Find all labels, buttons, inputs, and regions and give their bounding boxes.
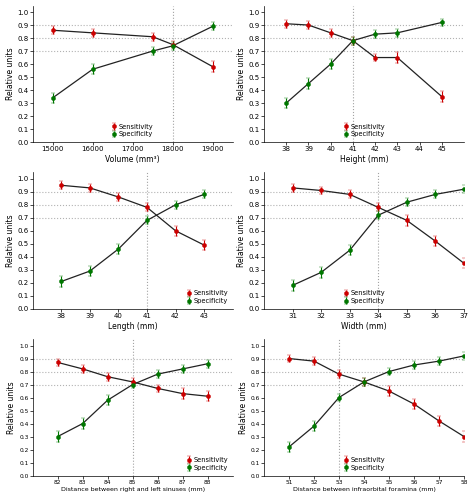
Legend: Sensitivity, Specificity: Sensitivity, Specificity — [342, 289, 386, 305]
Legend: Sensitivity, Specificity: Sensitivity, Specificity — [185, 456, 229, 472]
Legend: Sensitivity, Specificity: Sensitivity, Specificity — [185, 289, 229, 305]
Y-axis label: Relative units: Relative units — [6, 214, 15, 267]
Y-axis label: Relative units: Relative units — [6, 47, 15, 100]
Y-axis label: Relative units: Relative units — [8, 381, 17, 434]
Y-axis label: Relative units: Relative units — [237, 214, 246, 267]
Legend: Sensitivity, Specificity: Sensitivity, Specificity — [110, 123, 155, 138]
X-axis label: Distance between right and left sinuses (mm): Distance between right and left sinuses … — [61, 488, 205, 493]
X-axis label: Length (mm): Length (mm) — [108, 322, 157, 331]
X-axis label: Volume (mm³): Volume (mm³) — [105, 155, 160, 164]
Legend: Sensitivity, Specificity: Sensitivity, Specificity — [342, 123, 386, 138]
Y-axis label: Relative units: Relative units — [239, 381, 248, 434]
Legend: Sensitivity, Specificity: Sensitivity, Specificity — [342, 456, 386, 472]
X-axis label: Width (mm): Width (mm) — [341, 322, 387, 331]
X-axis label: Distance between infraorbital foramina (mm): Distance between infraorbital foramina (… — [292, 488, 436, 493]
Y-axis label: Relative units: Relative units — [237, 47, 246, 100]
X-axis label: Height (mm): Height (mm) — [340, 155, 388, 164]
